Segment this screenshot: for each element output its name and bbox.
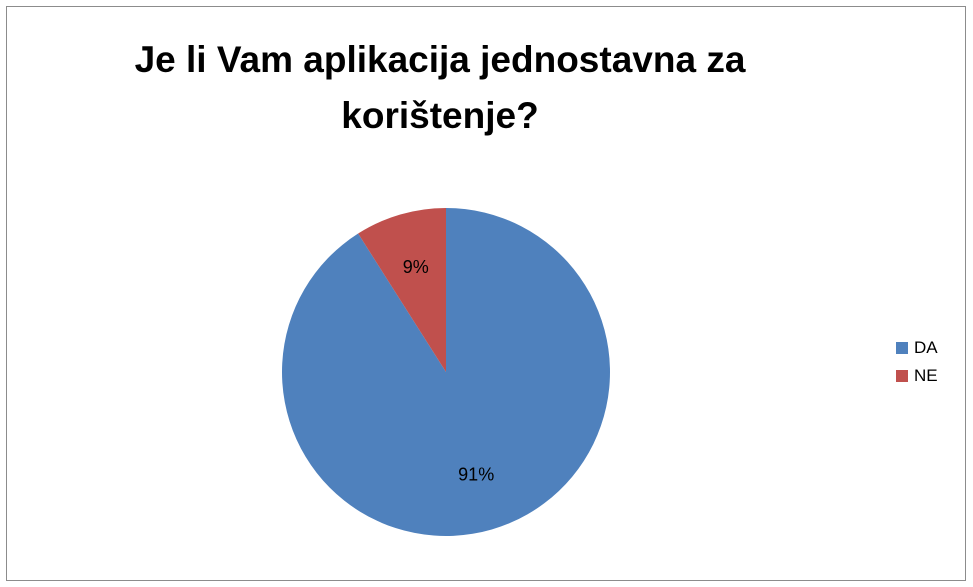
legend-swatch-ne (896, 370, 908, 382)
legend: DA NE (896, 336, 938, 392)
pie-label-ne: 9% (403, 257, 429, 277)
legend-item-ne: NE (896, 364, 938, 388)
pie-slices (281, 208, 610, 536)
chart-title-line-2: korištenje? (341, 95, 539, 136)
pie-labels: 91% 9% (403, 257, 494, 485)
pie-slice-ne (358, 208, 446, 372)
pie-slice-da (281, 208, 610, 536)
chart-title-line-1: Je li Vam aplikacija jednostavna za (134, 39, 746, 80)
legend-item-da: DA (896, 336, 938, 360)
legend-label-ne: NE (914, 366, 938, 385)
legend-label-da: DA (914, 338, 938, 357)
chart-title: Je li Vam aplikacija jednostavna za kori… (0, 32, 880, 144)
pie-label-da: 91% (458, 465, 494, 485)
legend-swatch-da (896, 342, 908, 354)
